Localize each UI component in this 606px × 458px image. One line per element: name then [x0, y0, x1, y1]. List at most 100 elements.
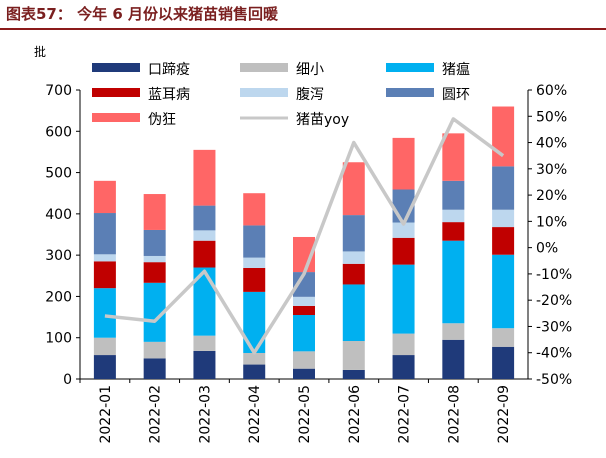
- bar-segment: [143, 255, 166, 263]
- bar-segment: [392, 264, 415, 334]
- bar-segment: [93, 254, 116, 262]
- right-tick-label: 20%: [536, 188, 567, 204]
- legend-swatch: [386, 88, 434, 97]
- bar-segment: [93, 337, 116, 356]
- legend-label: 伪狂: [148, 112, 176, 128]
- right-tick-label: -30%: [536, 319, 572, 335]
- right-tick-label: 50%: [536, 109, 567, 125]
- bar-segment: [243, 364, 266, 379]
- legend-label: 猪瘟: [442, 61, 470, 78]
- right-tick-label: 60%: [536, 83, 567, 99]
- bar-segment: [143, 282, 166, 342]
- x-tick-label: 2022-07: [397, 385, 413, 444]
- left-tick-label: 600: [45, 124, 72, 140]
- bar-segment: [193, 230, 216, 241]
- x-tick-label: 2022-09: [496, 385, 512, 444]
- x-tick-label: 2022-03: [197, 385, 213, 444]
- bar-segment: [93, 261, 116, 289]
- left-tick-label: 200: [45, 289, 72, 305]
- bar-segment: [243, 352, 266, 365]
- legend-label: 蓝耳病: [148, 87, 190, 103]
- x-tick-label: 2022-05: [297, 385, 313, 444]
- bar-segment: [392, 355, 415, 379]
- bar-segment: [143, 341, 166, 359]
- bar-segment: [93, 213, 116, 255]
- legend-swatch: [92, 88, 140, 97]
- bar-segment: [93, 288, 116, 338]
- bar-segment: [342, 251, 365, 264]
- x-tick-label: 2022-02: [148, 385, 164, 444]
- bar-segment: [243, 291, 266, 353]
- bar-segment: [492, 254, 515, 329]
- left-tick-label: 500: [45, 166, 72, 182]
- bar-segment: [93, 180, 116, 214]
- bar-segment: [492, 227, 515, 255]
- bar-segment: [492, 346, 515, 379]
- right-tick-label: 40%: [536, 136, 567, 152]
- bar-segment: [342, 369, 365, 379]
- bar-segment: [342, 215, 365, 252]
- right-tick-label: 0%: [536, 241, 558, 257]
- yoy-line: [104, 117, 505, 355]
- bar-segment: [392, 333, 415, 356]
- bar-segment: [492, 328, 515, 347]
- bar-segment: [293, 368, 315, 379]
- bar-segment: [342, 341, 365, 370]
- legend-swatch: [92, 113, 140, 122]
- bar-segment: [143, 229, 166, 256]
- left-tick-label: 100: [45, 331, 72, 347]
- bar-segment: [293, 272, 315, 297]
- bar-segment: [93, 355, 116, 379]
- bar-segment: [342, 263, 365, 285]
- bar-segment: [442, 222, 465, 241]
- bar-segment: [193, 240, 216, 268]
- legend-label: 腹泻: [296, 86, 324, 103]
- title-underline: [0, 28, 606, 30]
- legend-swatch: [240, 88, 288, 97]
- bar-segment: [243, 225, 266, 258]
- legend-label: 猪苗yoy: [296, 112, 349, 128]
- title-bar: 图表57： 今年 6 月份以来猪苗销售回暖: [0, 0, 606, 28]
- left-tick-label: 400: [45, 207, 72, 223]
- bar-segment: [293, 296, 315, 306]
- bar-segment: [442, 209, 465, 223]
- legend-swatch: [240, 63, 288, 72]
- bar-segment: [342, 162, 365, 216]
- bar-segment: [492, 106, 515, 167]
- right-tick-label: -10%: [536, 267, 572, 283]
- right-tick-label: 10%: [536, 214, 567, 230]
- bar-segment: [442, 339, 465, 379]
- bar-segment: [193, 350, 216, 379]
- bar-segment: [442, 133, 465, 181]
- bar-segment: [243, 267, 266, 292]
- bar-segment: [392, 222, 415, 238]
- right-tick-label: 30%: [536, 162, 567, 178]
- bar-segment: [392, 237, 415, 265]
- bar-segment: [293, 315, 315, 352]
- bar-segment: [492, 209, 515, 228]
- legend-label: 口蹄疫: [148, 61, 190, 78]
- legend-label: 圆环: [442, 87, 470, 103]
- x-tick-label: 2022-06: [347, 385, 363, 444]
- bar-segment: [293, 305, 315, 316]
- bar-segment: [442, 180, 465, 210]
- left-axis-unit: 批: [34, 44, 46, 59]
- bar-segment: [442, 240, 465, 324]
- bar-segment: [143, 262, 166, 283]
- bar-segment: [492, 166, 515, 210]
- bar-segment: [342, 284, 365, 342]
- x-tick-label: 2022-01: [98, 385, 114, 444]
- right-tick-label: -40%: [536, 346, 572, 362]
- bar-segment: [193, 205, 216, 231]
- legend-label: 细小: [296, 62, 324, 78]
- left-tick-label: 700: [45, 83, 72, 99]
- right-tick-label: -20%: [536, 293, 572, 309]
- bar-segment: [193, 149, 216, 206]
- bar-segment: [293, 351, 315, 369]
- bar-segment: [392, 137, 415, 190]
- chart-title: 图表57： 今年 6 月份以来猪苗销售回暖: [6, 5, 278, 23]
- left-tick-label: 300: [45, 248, 72, 264]
- bar-segment: [143, 358, 166, 379]
- legend-swatch: [92, 63, 140, 72]
